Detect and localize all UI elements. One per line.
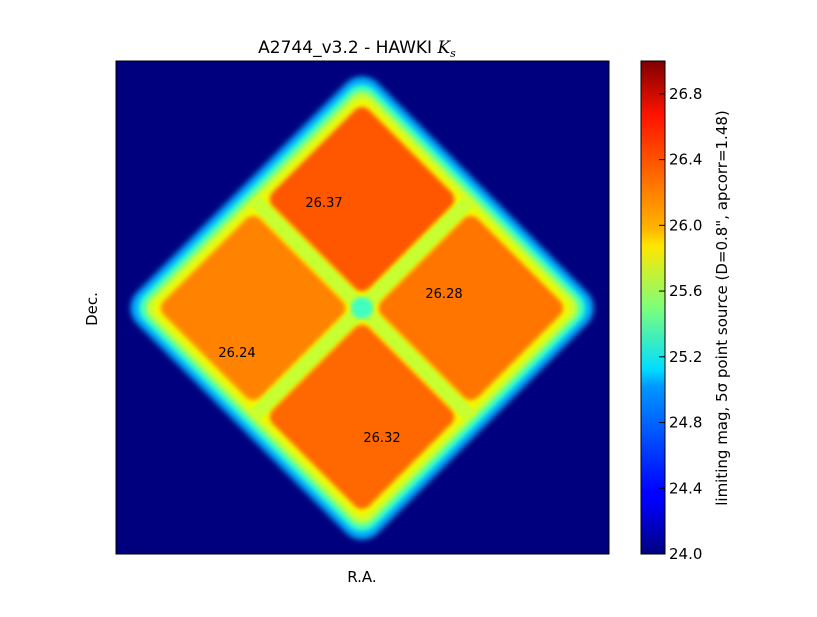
chart-title: A2744_v3.2 - HAWKI Ks	[258, 38, 456, 60]
quadrant-chip-top	[269, 107, 455, 292]
colorbar-tick-label: 25.2	[669, 348, 702, 366]
quadrant-labels: 26.37 26.28 26.24 26.32	[218, 196, 462, 446]
quadrant-chip-bottom	[269, 324, 455, 509]
quadrant-chip-right	[378, 215, 563, 401]
quadrant-label-left: 26.24	[218, 346, 255, 361]
quadrant-label-bottom: 26.32	[363, 431, 400, 446]
plot-frame	[115, 60, 610, 555]
colorbar-tick-label: 26.8	[669, 85, 702, 103]
quadrant-label-top: 26.37	[305, 196, 342, 211]
colorbar-gradient	[640, 60, 666, 555]
colorbar-tick-label: 25.6	[669, 282, 702, 300]
colorbar-ticks: 24.0 24.4 24.8 25.2 25.6 26.0 26.4 26.8	[659, 85, 702, 563]
coverage-footprint	[130, 76, 594, 540]
quadrant-chip-left	[161, 215, 346, 401]
colorbar-tick-label: 26.4	[669, 151, 702, 169]
quadrant-chips	[161, 107, 563, 509]
colorbar: 24.0 24.4 24.8 25.2 25.6 26.0 26.4 26.8 limitin…	[640, 60, 731, 563]
x-axis-label: R.A.	[347, 568, 376, 586]
colorbar-tick-label: 26.0	[669, 216, 702, 234]
colorbar-tick-label: 24.4	[669, 479, 702, 497]
quadrant-label-right: 26.28	[425, 287, 462, 302]
plot-area: 26.37 26.28 26.24 26.32	[116, 61, 609, 554]
y-axis-label: Dec.	[83, 292, 101, 326]
colorbar-label: limiting mag, 5σ point source (D=0.8", a…	[713, 110, 731, 506]
colorbar-tick-label: 24.0	[669, 545, 702, 563]
colorbar-tick-label: 24.8	[669, 414, 702, 432]
